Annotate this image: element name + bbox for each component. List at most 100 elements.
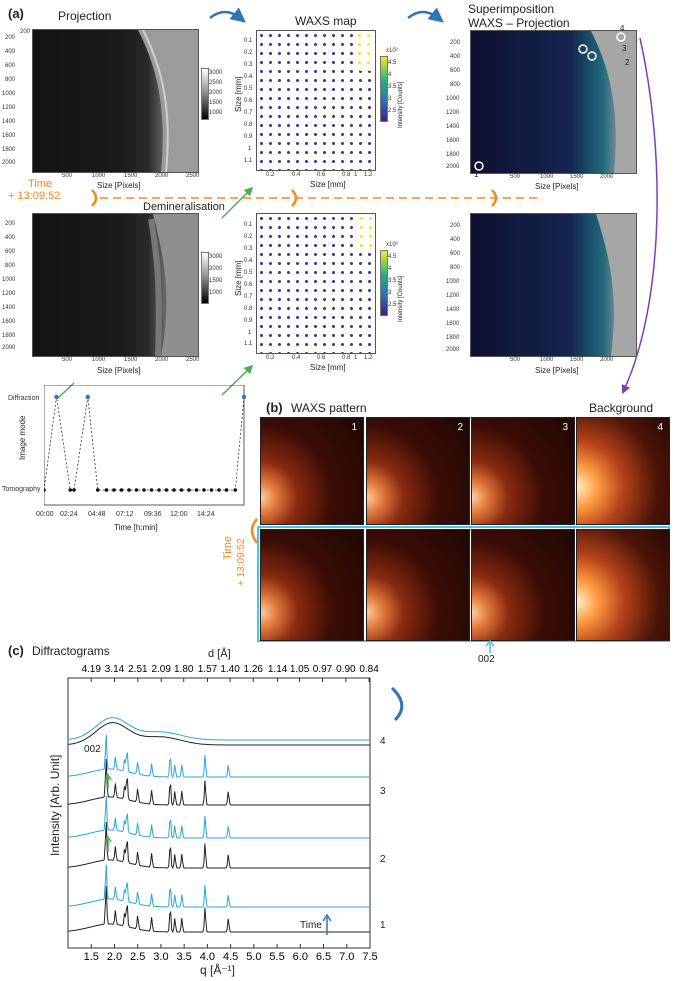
diff-frame [67,677,371,949]
proj-yticks-top: 200 [2,29,30,43]
mode-point [95,488,100,492]
mode-point [202,488,206,492]
superimposition-subtitle: WAXS – Projection [468,16,570,30]
d-tick-label: 0.90 [336,664,356,675]
map-ytick-b: 1 [248,330,252,336]
vcb-tick-b: 4 [388,266,392,272]
map-ytick: 0.1 [244,38,253,44]
d-tick-label: 3.14 [105,664,125,675]
waxs-pattern-1-bottom [260,529,364,641]
time-value-a: + 13:09:52 [8,190,61,202]
map-xtick-b: 1 [354,355,358,361]
mode-point [68,488,73,492]
diffractogram-series-before [67,795,370,840]
map-xtick-b: 0.6 [317,355,326,361]
mode-point [241,394,246,400]
map-xtick: 0.4 [292,172,301,178]
map-ytick-b: 1.1 [244,341,253,347]
mode-point [217,488,221,492]
map-xtick: 0.2 [266,172,275,178]
q-tick-label: 1.5 [84,951,99,963]
map-xtick-b: 0.8 [342,355,351,361]
vcb-tick: 4.5 [388,60,397,66]
q-tick-label: 5.0 [246,951,261,963]
cb-tick: 1000 [209,110,223,116]
xtick-b: 1500 [124,357,138,363]
q-tick-label: 4.5 [223,951,238,963]
series-label-3: 3 [380,786,386,797]
map-ytick: 0.8 [244,122,253,128]
mode-cat-tomography: Tomography [2,486,41,493]
curved-arrow-left [209,7,246,23]
map-ytick: 1 [248,146,252,152]
mode-point [224,488,229,492]
ytick-b: 200 [5,221,16,227]
cyan-arrow-002 [485,640,495,653]
mode-point [72,488,76,492]
waxs-pattern-4-top: 4 [576,417,670,525]
super-ytick-b: 1400 [446,307,460,313]
vcb-tick-b: 3.5 [388,278,397,284]
cb-tick-b: 2000 [209,266,223,272]
xtick-b: 1000 [92,357,106,363]
series-label-2: 2 [380,854,386,865]
q-tick-label: 6.0 [293,951,308,963]
mode-xtick: 07:12 [116,511,134,518]
vcb-tick-b: 4.5 [388,254,397,260]
gray-colorbar-top [201,68,209,120]
mode-point [134,488,139,492]
mode-point [187,488,191,492]
peak-label-c: 002 [84,744,101,755]
q-tick-label: 2.0 [107,951,122,963]
ytick-1600: 1600 [2,133,16,139]
super-overlay-top [474,31,636,173]
q-tick-label: 6.5 [316,951,331,963]
bone-edge-bottom [148,214,198,356]
mode-cat-diffraction: Diffraction [8,395,40,402]
d-tick-label: 4.19 [81,664,101,675]
xtick-b: 2500 [186,357,200,363]
waxs-map-bottom [256,213,376,354]
mode-point [85,394,90,400]
mode-point [164,488,169,492]
mode-point [233,488,238,492]
diffractogram-series-after [67,821,370,870]
map-xlabel-bottom: Size [mm] [310,363,346,372]
d-tick-label: 1.40 [220,664,240,675]
mode-point [149,488,154,492]
q-tick-label: 4.0 [200,951,215,963]
point-label-4: 4 [620,24,625,33]
map-ytick-b: 0.7 [244,294,253,300]
xtick-1000: 1000 [92,173,106,179]
ytick-b: 600 [5,249,16,255]
super-xtick-b: 500 [510,357,521,363]
xtick-b: 2000 [155,357,169,363]
mode-frame [44,385,245,506]
diffractogram-series-before [67,717,370,741]
green-arrow-top [221,186,254,219]
gray-colorbar-bottom [201,252,209,304]
ytick-1000: 1000 [2,91,16,97]
cb-tick: 3000 [209,70,223,76]
waxs-map-bottom-hot [357,214,373,250]
cb-tick-b: 3000 [209,254,223,260]
superimposition-title: Superimposition [468,2,555,16]
super-xtick: 500 [510,174,521,180]
mode-point [112,488,116,492]
map-ytick-b: 0.5 [244,270,253,276]
proj-xlabel-bottom: Size [Pixels] [97,366,141,375]
map-xtick-b: 0.2 [266,355,275,361]
ytick-b: 1800 [2,333,16,339]
map-xtick: 0.6 [317,172,326,178]
waxs-pattern-1-top: 1 [260,417,364,525]
vcb-tick: 3 [388,96,392,102]
xtick-b: 500 [62,357,73,363]
peak-label-b: 002 [478,654,495,665]
super-ytick-b: 1600 [446,321,460,327]
superimposition-image-bottom [470,213,637,357]
time-arrow-3 [491,189,498,207]
q-tick-label: 2.5 [130,951,145,963]
diffractograms-title: Diffractograms [32,644,110,658]
map-ytick: 0.4 [244,74,253,80]
d-tick-label: 2.09 [151,664,171,675]
